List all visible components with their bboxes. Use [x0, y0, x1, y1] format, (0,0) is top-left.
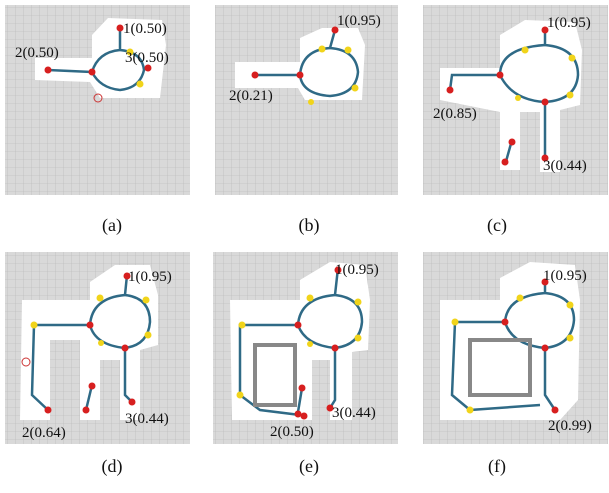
- panel-caption: (c): [487, 215, 507, 236]
- panel-caption: (e): [299, 456, 319, 477]
- panel-caption: (b): [299, 215, 320, 236]
- node-label: 2(0.99): [548, 418, 592, 434]
- node-label: 1(0.95): [335, 262, 379, 278]
- node-label: 1(0.95): [337, 13, 381, 29]
- node-label: 3(0.44): [332, 405, 376, 421]
- node-label: 2(0.50): [15, 45, 59, 61]
- node-label: 1(0.50): [123, 21, 167, 37]
- panel-caption: (f): [488, 456, 506, 477]
- figure: (a) 1(0.50) 2(0.50) 3(0.50) (b) 1(0.95) 2(0.21…: [0, 0, 609, 488]
- node-label: 3(0.44): [125, 411, 169, 427]
- panel-caption: (a): [102, 215, 122, 236]
- node-label: 3(0.44): [543, 158, 587, 174]
- node-label: 2(0.50): [270, 424, 314, 440]
- node-label: 3(0.50): [125, 50, 169, 66]
- node-label: 1(0.95): [128, 269, 172, 285]
- node-label: 2(0.64): [22, 425, 66, 441]
- node-label: 2(0.85): [433, 106, 477, 122]
- node-label: 1(0.95): [543, 268, 587, 284]
- node-label: 1(0.95): [547, 15, 591, 31]
- panel-caption: (d): [102, 456, 123, 477]
- node-label: 2(0.21): [229, 88, 273, 104]
- page: {"panels": [ {"caption": "(a)", "labels"…: [0, 0, 609, 493]
